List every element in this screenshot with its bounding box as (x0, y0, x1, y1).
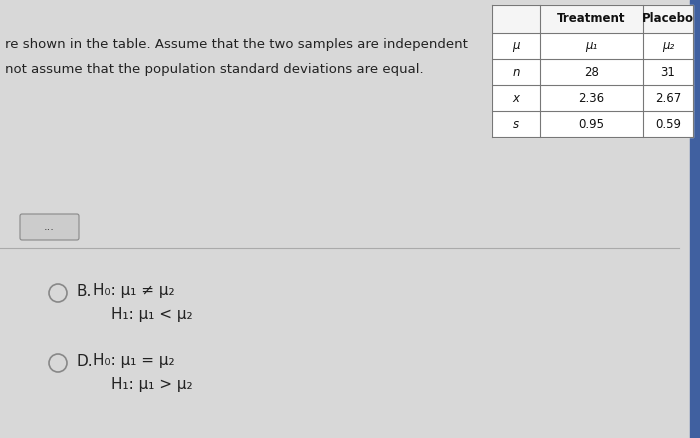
Text: B.: B. (76, 283, 92, 299)
Text: x: x (512, 92, 519, 105)
Text: Treatment: Treatment (557, 13, 626, 25)
Text: ...: ... (43, 222, 55, 232)
Text: H₁: μ₁ < μ₂: H₁: μ₁ < μ₂ (111, 307, 192, 322)
Text: 0.59: 0.59 (655, 117, 681, 131)
Text: 31: 31 (661, 66, 676, 78)
Text: μ₂: μ₂ (662, 39, 674, 53)
Text: H₀: μ₁ ≠ μ₂: H₀: μ₁ ≠ μ₂ (93, 283, 174, 299)
Text: s: s (513, 117, 519, 131)
Text: 0.95: 0.95 (578, 117, 605, 131)
Text: Placebo: Placebo (642, 13, 694, 25)
Text: D.: D. (76, 353, 92, 368)
Text: 2.36: 2.36 (578, 92, 605, 105)
Text: n: n (512, 66, 519, 78)
Text: μ: μ (512, 39, 519, 53)
FancyBboxPatch shape (20, 214, 79, 240)
Text: 28: 28 (584, 66, 599, 78)
Text: not assume that the population standard deviations are equal.: not assume that the population standard … (5, 63, 423, 76)
Text: re shown in the table. Assume that the two samples are independent: re shown in the table. Assume that the t… (5, 38, 468, 51)
Text: H₁: μ₁ > μ₂: H₁: μ₁ > μ₂ (111, 378, 192, 392)
Text: μ₁: μ₁ (585, 39, 598, 53)
Text: H₀: μ₁ = μ₂: H₀: μ₁ = μ₂ (93, 353, 174, 368)
Text: 2.67: 2.67 (655, 92, 681, 105)
